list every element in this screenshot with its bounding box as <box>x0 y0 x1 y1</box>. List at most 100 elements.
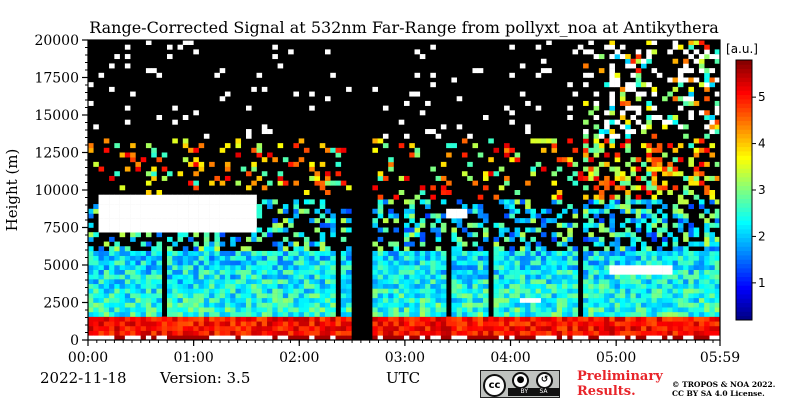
heat-cell <box>182 307 189 313</box>
heat-cell <box>662 297 668 303</box>
heat-cell <box>598 274 605 280</box>
heat-cell <box>425 307 431 313</box>
heat-cell <box>293 250 299 256</box>
heat-cell <box>688 250 694 256</box>
heat-cell <box>625 190 631 195</box>
heat-cell <box>525 208 531 214</box>
heat-cell <box>188 199 194 205</box>
heat-cell <box>509 302 515 308</box>
heat-cell <box>224 218 231 224</box>
heat-cell <box>377 260 384 266</box>
heat-cell <box>309 283 315 289</box>
heat-cell <box>393 274 400 280</box>
heat-cell <box>641 143 647 149</box>
heat-cell <box>414 194 421 200</box>
heat-cell <box>667 302 673 308</box>
heat-cell <box>556 269 563 275</box>
heat-cell <box>272 54 278 60</box>
heat-cell <box>625 297 631 303</box>
heat-cell <box>604 227 610 233</box>
heat-cell <box>130 269 136 275</box>
heat-cell <box>409 204 415 210</box>
heat-cell <box>214 302 220 308</box>
heat-cell <box>388 161 394 167</box>
heat-cell <box>562 288 568 294</box>
colorbar-segment <box>736 68 752 74</box>
heat-cell <box>514 199 521 205</box>
heat-cell <box>693 175 700 181</box>
heat-cell <box>119 152 126 158</box>
heat-cell <box>93 269 99 275</box>
heat-cell <box>514 279 521 285</box>
heat-cell <box>193 307 199 313</box>
heat-cell <box>398 302 405 308</box>
heat-cell <box>314 274 321 280</box>
heat-cell <box>583 302 589 308</box>
heat-cell <box>704 44 710 50</box>
heat-cell <box>172 274 178 280</box>
heat-cell <box>667 293 673 299</box>
heat-cell <box>256 297 263 303</box>
colorbar-segment <box>736 164 752 169</box>
heat-cell <box>651 157 658 163</box>
heat-cell <box>325 269 331 275</box>
heat-cell <box>572 316 579 322</box>
heat-cell <box>377 175 384 181</box>
heat-cell <box>604 124 610 130</box>
heat-cell <box>235 260 242 266</box>
heat-cell <box>535 241 542 247</box>
heat-cell <box>651 91 658 97</box>
heat-cell <box>325 283 331 289</box>
heat-cell <box>567 325 573 331</box>
heat-cell <box>230 302 236 308</box>
heat-cell <box>551 288 558 294</box>
heat-cell <box>493 307 500 313</box>
heat-cell <box>604 269 610 275</box>
heat-cell <box>619 335 626 341</box>
heat-cell <box>709 311 716 317</box>
heat-cell <box>498 335 505 341</box>
heat-cell <box>161 213 168 219</box>
heat-cell <box>325 96 331 102</box>
heat-cell <box>246 325 252 331</box>
heat-cell <box>583 293 589 299</box>
heat-cell <box>103 316 110 322</box>
heat-cell <box>167 208 173 214</box>
heat-cell <box>514 152 521 158</box>
heat-cell <box>267 199 273 205</box>
heat-cell <box>309 255 315 261</box>
heat-cell <box>172 250 178 256</box>
heat-cell <box>614 199 621 205</box>
heat-cell <box>662 152 668 158</box>
heat-cell <box>635 236 642 242</box>
heat-cell <box>203 307 210 313</box>
heat-cell <box>404 279 410 285</box>
heat-cell <box>614 246 621 252</box>
colorbar-segment <box>736 250 752 256</box>
heat-cell <box>230 307 236 313</box>
heat-cell <box>709 274 716 280</box>
heat-cell <box>641 218 647 224</box>
heat-cell <box>714 279 721 285</box>
heat-cell <box>672 307 679 313</box>
heat-cell <box>698 279 705 285</box>
heat-cell <box>340 321 347 327</box>
heat-cell <box>330 283 336 289</box>
heat-cell <box>435 316 442 322</box>
heat-cell <box>572 180 579 186</box>
heat-cell <box>156 283 163 289</box>
heat-cell <box>325 147 331 153</box>
heat-cell <box>230 241 236 247</box>
heat-cell <box>346 274 352 280</box>
heat-cell <box>683 321 689 327</box>
heat-cell <box>583 307 589 313</box>
heat-cell <box>267 260 273 266</box>
heat-cell <box>714 325 721 331</box>
heat-cell <box>614 194 621 200</box>
heat-cell <box>525 129 531 135</box>
heat-cell <box>609 143 615 149</box>
heat-cell <box>203 260 210 266</box>
heat-cell <box>556 279 563 285</box>
heat-cell <box>203 302 210 308</box>
heat-cell <box>546 283 552 289</box>
